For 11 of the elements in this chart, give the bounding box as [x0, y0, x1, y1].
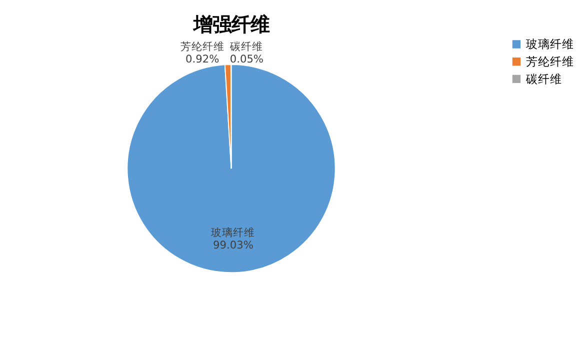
slice-label: 芳纶纤维 [180, 40, 224, 54]
pie-slice [126, 64, 336, 274]
data-label: 99.03% [213, 239, 254, 252]
slice-label: 玻璃纤维 [211, 226, 256, 239]
data-label: 0.92% [186, 54, 220, 66]
data-label: 0.05% [230, 54, 264, 66]
legend-label: 碳纤维 [525, 72, 562, 86]
chart-title: 增强纤维 [192, 12, 270, 36]
legend-label: 芳纶纤维 [526, 54, 574, 68]
slice-label: 碳纤维 [229, 40, 264, 54]
legend-label: 玻璃纤维 [526, 37, 574, 52]
